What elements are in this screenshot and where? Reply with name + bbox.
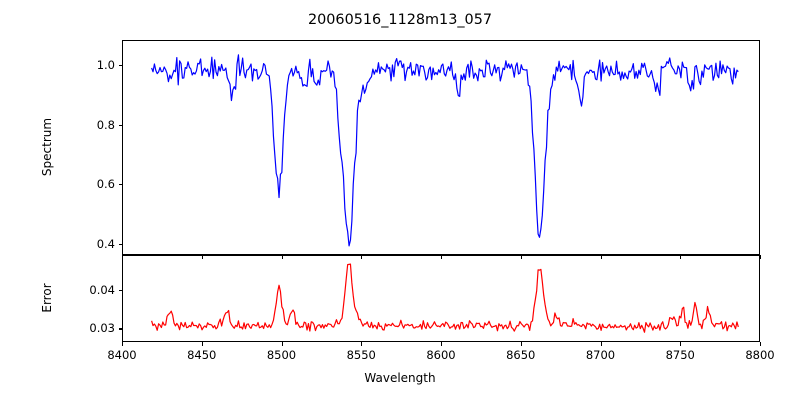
error-xtick-label: 8750 [665, 348, 695, 362]
spectrum-xtick-mark [760, 255, 762, 259]
error-xtick-mark [760, 342, 762, 346]
error-xtick-mark [520, 342, 522, 346]
spectrum-ytick-mark [118, 64, 122, 66]
error-xtick-mark [680, 342, 682, 346]
error-xtick-label: 8450 [187, 348, 217, 362]
wavelength-axis-label: Wavelength [364, 371, 436, 385]
error-ytick-label: 0.04 [89, 282, 115, 297]
error-xtick-mark [201, 342, 203, 346]
error-xtick-mark [441, 342, 443, 346]
error-xtick-label: 8550 [346, 348, 376, 362]
spectrum-ytick-mark [118, 184, 122, 186]
error-trace-svg [123, 256, 759, 341]
spectrum-xtick-mark [680, 255, 682, 259]
spectrum-data-line [152, 55, 739, 246]
error-ytick-mark [118, 328, 122, 330]
error-xtick-label: 8500 [266, 348, 297, 362]
error-plot-panel [122, 255, 760, 342]
spectrum-ytick-label: 0.8 [96, 117, 115, 132]
error-xtick-label: 8700 [585, 348, 616, 362]
spectrum-xtick-mark [281, 255, 283, 259]
spectrum-xtick-mark [361, 255, 363, 259]
error-xtick-mark [361, 342, 363, 346]
error-ytick-mark [118, 289, 122, 291]
error-xtick-mark [122, 342, 124, 346]
spectrum-xtick-mark [600, 255, 602, 259]
error-xtick-label: 8600 [426, 348, 456, 362]
error-data-line [152, 264, 739, 332]
spectrum-xtick-mark [201, 255, 203, 259]
error-xtick-label: 8800 [745, 348, 775, 362]
error-ytick-label: 0.03 [89, 321, 115, 336]
spectrum-ytick-mark [118, 243, 122, 246]
page-title: 20060516_1128m13_057 [307, 12, 493, 28]
spectrum-axis-label: Spectrum [40, 117, 54, 176]
spectrum-xtick-mark [520, 255, 522, 259]
spectrum-ytick-label: 1.0 [96, 57, 115, 72]
spectrum-xtick-mark [122, 255, 124, 259]
error-xtick-mark [281, 342, 283, 346]
spectrum-ytick-label: 0.6 [96, 177, 115, 192]
spectrum-ytick-label: 0.4 [96, 236, 115, 251]
spectrum-xtick-mark [441, 255, 443, 259]
error-axis-label: Error [40, 282, 54, 313]
spectrum-ytick-mark [118, 124, 122, 126]
error-xtick-label: 8400 [107, 348, 137, 362]
spectrum-plot-panel [122, 40, 760, 255]
spectrum-trace-svg [123, 41, 759, 254]
error-xtick-label: 8650 [506, 348, 536, 362]
error-xtick-mark [600, 342, 602, 346]
